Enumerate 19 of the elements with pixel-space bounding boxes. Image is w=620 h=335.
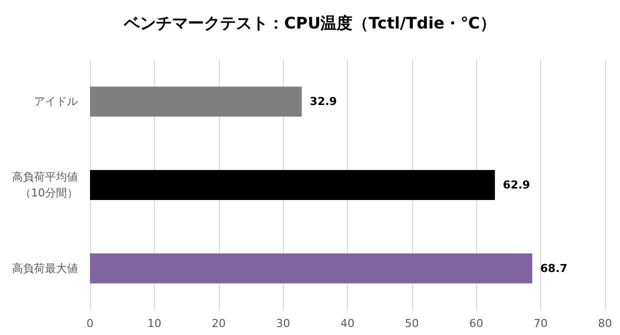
x-tick-label: 50 xyxy=(404,317,419,330)
bar xyxy=(90,170,495,200)
y-tick-label: アイドル xyxy=(34,95,78,108)
x-tick-label: 0 xyxy=(86,317,94,330)
chart-title: ベンチマークテスト：CPU温度（Tctl/Tdie・℃） xyxy=(123,14,496,32)
x-tick-label: 30 xyxy=(276,317,290,330)
y-tick-label: 高負荷平均値（10分間） xyxy=(12,170,78,200)
data-label: 68.7 xyxy=(540,262,568,275)
x-tick-label: 80 xyxy=(598,317,612,330)
x-tick-label: 10 xyxy=(147,317,162,330)
bar xyxy=(90,86,302,117)
x-tick-label: 70 xyxy=(534,317,548,330)
x-tick-label: 40 xyxy=(340,317,354,330)
data-label: 32.9 xyxy=(310,95,337,108)
x-tick-label: 20 xyxy=(212,317,226,330)
y-tick-label: 高負荷最大値 xyxy=(12,262,78,275)
data-label: 62.9 xyxy=(502,178,530,192)
x-tick-label: 60 xyxy=(469,317,484,330)
bar xyxy=(90,253,532,284)
